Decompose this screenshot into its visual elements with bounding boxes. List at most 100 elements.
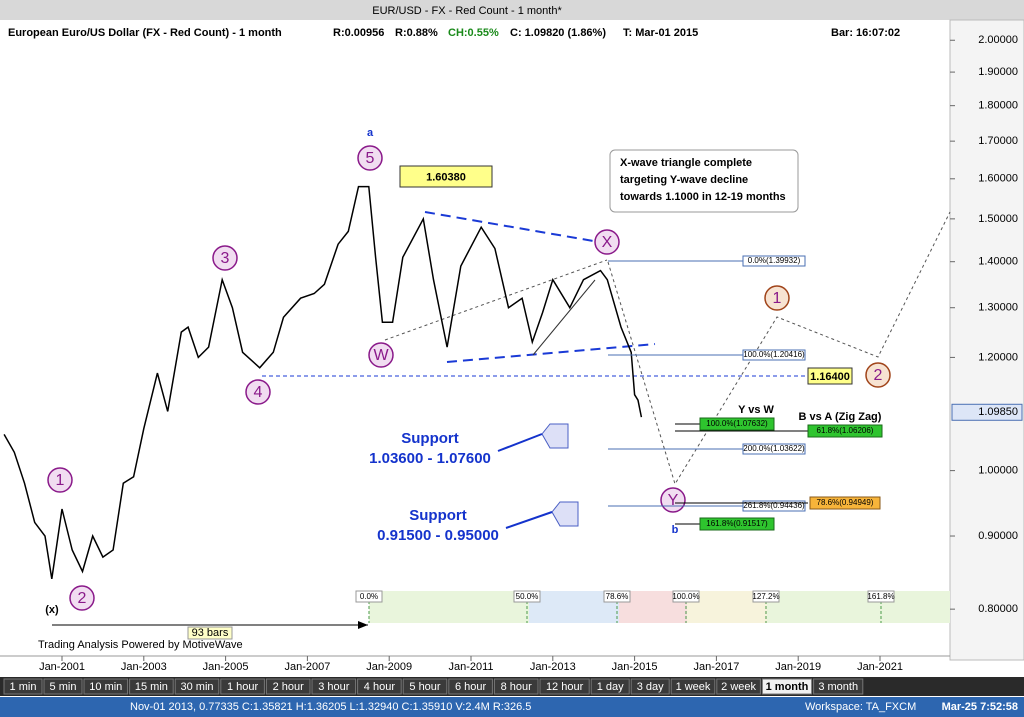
support-range: 1.03600 - 1.07600 xyxy=(369,450,491,467)
timeframe-button[interactable] xyxy=(539,678,590,695)
y-tick-label: 1.50000 xyxy=(978,213,1018,225)
timeframe-label[interactable]: 2 hour xyxy=(273,681,305,693)
timeframe-button[interactable] xyxy=(129,678,174,695)
wave-label: (x) xyxy=(45,604,59,616)
timeframe-label[interactable]: 2 week xyxy=(721,681,756,693)
stat: T: Mar-01 2015 xyxy=(623,27,698,39)
wave-circle xyxy=(764,285,790,311)
fib-label: 261.8%(0.94436) xyxy=(743,501,805,510)
stat: R:0.00956 xyxy=(333,27,384,39)
wave-label: 5 xyxy=(366,150,375,167)
price-tag xyxy=(807,367,853,385)
wave-label: 1 xyxy=(56,472,65,489)
timeframe-button[interactable] xyxy=(670,678,716,695)
status-bar xyxy=(0,697,1024,717)
timeframe-label[interactable]: 3 hour xyxy=(318,681,350,693)
triangle-line xyxy=(424,211,606,244)
wave-label: X xyxy=(602,234,613,251)
timeframe-button[interactable] xyxy=(761,678,813,695)
fib-green-box xyxy=(807,424,883,438)
price-tag-label: 1.16400 xyxy=(810,371,850,383)
time-fib-label: 0.0% xyxy=(360,592,378,601)
x-tick-label: Jan-2019 xyxy=(775,661,821,673)
fib-label: 200.0%(1.03622) xyxy=(743,444,805,453)
wave-line xyxy=(532,279,596,356)
projection xyxy=(607,211,951,486)
x-tick-label: Jan-2013 xyxy=(530,661,576,673)
time-fib-box xyxy=(603,590,631,603)
price-tag-label: 1.60380 xyxy=(426,171,466,183)
timeframe-label[interactable]: 6 hour xyxy=(455,681,487,693)
x-tick-label: Jan-2003 xyxy=(121,661,167,673)
time-fib-label: 161.8% xyxy=(867,592,894,601)
wave-label: 2 xyxy=(874,367,883,384)
timeframe-button[interactable] xyxy=(265,678,311,695)
timeframe-button[interactable] xyxy=(448,678,493,695)
timeframe-button[interactable] xyxy=(220,678,265,695)
support-pointer xyxy=(497,433,543,452)
fib-label-box xyxy=(742,255,806,267)
timeframe-label[interactable]: 3 month xyxy=(818,681,858,693)
price-axis-panel xyxy=(949,19,1024,661)
wave-label: 2 xyxy=(78,590,87,607)
timeframe-label[interactable]: 1 month xyxy=(766,681,809,693)
x-tick-label: Jan-2015 xyxy=(612,661,658,673)
stat: R:0.88% xyxy=(395,27,438,39)
timeframe-button[interactable] xyxy=(402,678,448,695)
x-tick-label: Jan-2011 xyxy=(448,661,493,673)
timeframe-label[interactable]: 12 hour xyxy=(546,681,584,693)
timeframe-label[interactable]: 4 hour xyxy=(364,681,396,693)
timeframe-label[interactable]: 15 min xyxy=(135,681,168,693)
status-clock: Mar-25 7:52:58 xyxy=(942,701,1018,713)
wave-circle xyxy=(865,362,891,388)
timeframe-button[interactable] xyxy=(43,678,83,695)
timeframe-button[interactable] xyxy=(83,678,129,695)
support-title: Support xyxy=(409,507,467,524)
wave-circle xyxy=(245,379,271,405)
last-price-box xyxy=(951,403,1023,421)
wave-circle xyxy=(69,585,95,611)
timeframe-label[interactable]: 8 hour xyxy=(501,681,533,693)
timeframe-label[interactable]: 1 day xyxy=(597,681,624,693)
x-tick-label: Jan-2005 xyxy=(203,661,249,673)
wave-circle xyxy=(212,245,238,271)
timeframe-button[interactable] xyxy=(174,678,220,695)
timeframe-button[interactable] xyxy=(311,678,357,695)
fib-label-box xyxy=(742,500,806,512)
timeframe-button[interactable] xyxy=(3,678,43,695)
time-fib-box xyxy=(672,590,700,603)
y-tick-label: 1.80000 xyxy=(978,100,1018,112)
bars-label: 93 bars xyxy=(192,627,229,639)
time-fib-label: 78.6% xyxy=(606,592,629,601)
timeframe-label[interactable]: 5 min xyxy=(50,681,77,693)
time-fib-label: 100.0% xyxy=(672,592,699,601)
wave-circle xyxy=(357,145,383,171)
time-fib-box xyxy=(867,590,895,603)
timeframe-button[interactable] xyxy=(493,678,539,695)
timeframe-button[interactable] xyxy=(813,678,864,695)
price-line xyxy=(3,185,643,580)
timeframe-label[interactable]: 1 min xyxy=(10,681,37,693)
triangle-line xyxy=(446,343,656,363)
timeframe-label[interactable]: 5 hour xyxy=(409,681,441,693)
y-tick-label: 2.00000 xyxy=(978,34,1018,46)
timeframe-label[interactable]: 30 min xyxy=(180,681,213,693)
bars-box xyxy=(187,626,233,640)
x-tick-label: Jan-2021 xyxy=(857,661,903,673)
timeframe-button[interactable] xyxy=(716,678,761,695)
timeframe-label[interactable]: 1 hour xyxy=(227,681,259,693)
fib-green-label: 100.0%(1.07632) xyxy=(706,419,768,428)
y-tick-label: 0.90000 xyxy=(978,530,1018,542)
timeframe-label[interactable]: 1 week xyxy=(676,681,711,693)
timeframe-button[interactable] xyxy=(590,678,630,695)
timeframe-button[interactable] xyxy=(630,678,670,695)
support-box xyxy=(551,501,579,527)
time-fib-box xyxy=(355,590,383,603)
timeframe-button[interactable] xyxy=(357,678,402,695)
time-zone xyxy=(767,591,950,623)
timeframe-label[interactable]: 10 min xyxy=(89,681,122,693)
wave-label: b xyxy=(672,524,679,536)
fib-title: B vs A (Zig Zag) xyxy=(799,411,882,423)
timeframe-label[interactable]: 3 day xyxy=(637,681,664,693)
